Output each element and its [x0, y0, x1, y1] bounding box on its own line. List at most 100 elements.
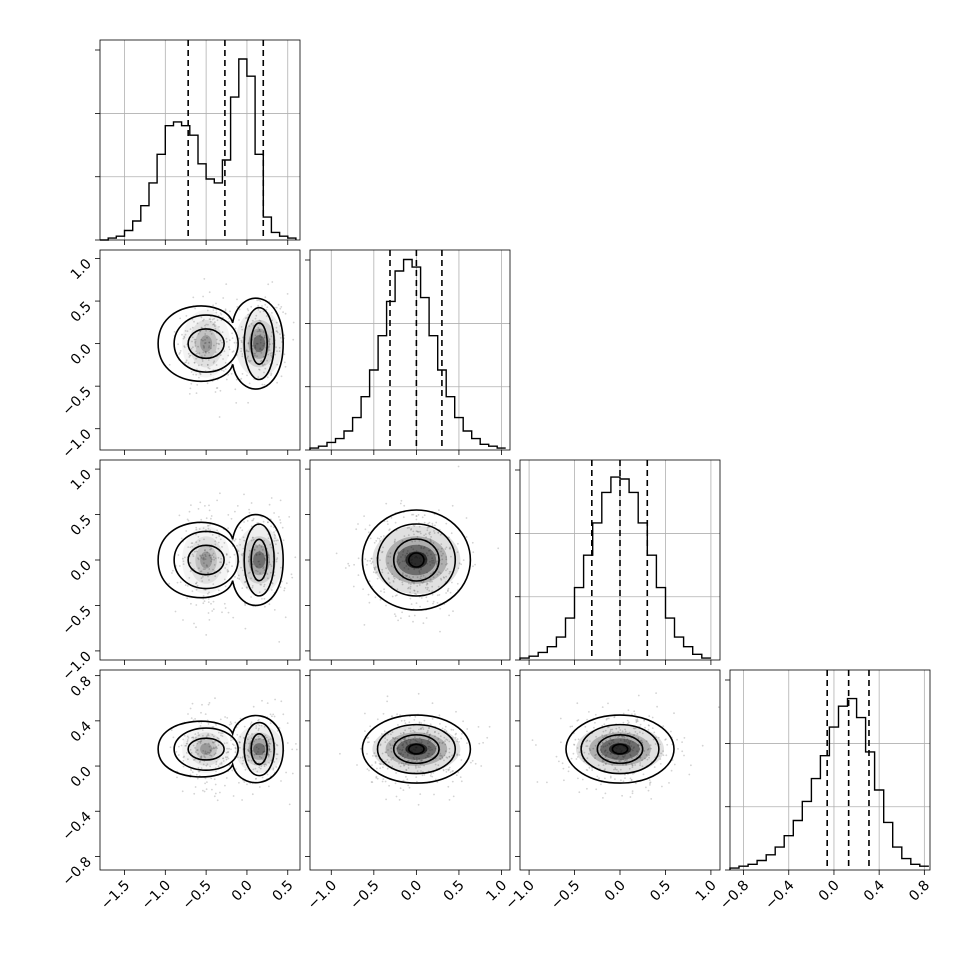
scatter-point [215, 770, 217, 773]
scatter-point [270, 738, 272, 740]
scatter-point [407, 568, 410, 570]
scatter-point [271, 715, 273, 718]
scatter-point [215, 763, 218, 765]
scatter-point [437, 531, 440, 534]
scatter-point [197, 770, 200, 773]
scatter-point [196, 742, 199, 745]
scatter-point [252, 538, 255, 541]
scatter-point [291, 772, 294, 775]
scatter-point [211, 558, 213, 561]
scatter-point [601, 753, 604, 756]
scatter-point [262, 751, 265, 754]
scatter-point [214, 792, 217, 795]
scatter-point [374, 567, 376, 570]
scatter-point [207, 612, 210, 614]
scatter-point [192, 736, 195, 739]
scatter-point [418, 757, 421, 760]
scatter-point [623, 740, 626, 742]
scatter-point [256, 546, 258, 548]
scatter-point [443, 759, 445, 762]
scatter-point [206, 309, 209, 312]
hist-panel-3 [725, 669, 931, 871]
scatter-point [278, 516, 280, 518]
scatter-point [268, 785, 270, 788]
scatter-point [447, 587, 450, 590]
scatter-point [594, 744, 597, 747]
scatter-point [466, 742, 468, 744]
scatter-point [278, 350, 281, 353]
scatter-point [622, 712, 625, 715]
scatter-point [213, 564, 216, 566]
scatter-point [257, 326, 260, 329]
scatter-point [445, 556, 448, 558]
scatter-point [443, 577, 445, 579]
scatter-point [275, 543, 277, 546]
scatter-point [447, 768, 449, 771]
scatter-point [443, 754, 446, 757]
scatter-point [637, 737, 640, 740]
scatter-point [578, 751, 581, 754]
scatter-point [445, 575, 447, 578]
scatter-point [446, 568, 449, 570]
scatter-point [401, 748, 404, 751]
scatter-point [388, 761, 390, 764]
scatter-point [195, 353, 198, 356]
scatter-point [275, 539, 278, 542]
scatter-point [258, 323, 261, 326]
scatter-point [267, 521, 269, 524]
ytick-label-1-1: −0.5 [59, 384, 94, 419]
scatter-point [283, 334, 286, 337]
scatter-point [594, 721, 596, 724]
scatter-point [434, 730, 436, 733]
scatter-point [212, 583, 215, 586]
scatter-point [208, 554, 211, 557]
scatter-point [275, 743, 278, 746]
scatter-point [637, 694, 640, 697]
scatter-point [367, 531, 370, 534]
scatter-point [426, 600, 429, 603]
scatter-point [442, 576, 445, 578]
scatter-point [402, 550, 405, 553]
scatter-point [391, 715, 393, 717]
scatter-point [269, 343, 271, 346]
scatter-point [380, 733, 383, 735]
scatter-point [258, 724, 261, 727]
scatter-point [595, 788, 598, 791]
scatter-point [199, 373, 202, 376]
scatter-point [407, 586, 410, 589]
scatter-point [636, 733, 639, 735]
scatter-point [273, 761, 276, 763]
scatter-point [407, 759, 410, 762]
scatter-point [197, 543, 200, 546]
scatter-point [405, 741, 408, 744]
scatter-point [252, 519, 255, 522]
scatter-point [451, 770, 454, 773]
scatter-point [230, 739, 232, 742]
scatter-point [616, 768, 618, 771]
scatter-point [643, 750, 646, 752]
scatter-point [209, 320, 212, 323]
scatter-point [238, 781, 240, 784]
density-level-1-0-0-1 [189, 319, 223, 368]
scatter-point [234, 768, 237, 770]
scatter-point [195, 626, 197, 629]
scatter-point [630, 748, 633, 751]
scatter-point [404, 554, 407, 557]
scatter-point [208, 341, 211, 344]
scatter-point [256, 330, 259, 333]
scatter-point [217, 541, 220, 544]
scatter-point [282, 539, 285, 542]
scatter-point [214, 540, 217, 543]
scatter-point [266, 740, 269, 743]
scatter-point [633, 710, 636, 713]
scatter-point [212, 361, 215, 364]
scatter-point [209, 749, 212, 752]
scatter-point [635, 721, 638, 724]
scatter-point [413, 758, 416, 761]
scatter-point [396, 560, 399, 563]
scatter-point [622, 756, 625, 758]
scatter-point [267, 353, 270, 356]
ytick-label-3-2: 0.0 [68, 764, 95, 791]
scatter-point [284, 312, 287, 315]
scatter-point [202, 750, 205, 752]
